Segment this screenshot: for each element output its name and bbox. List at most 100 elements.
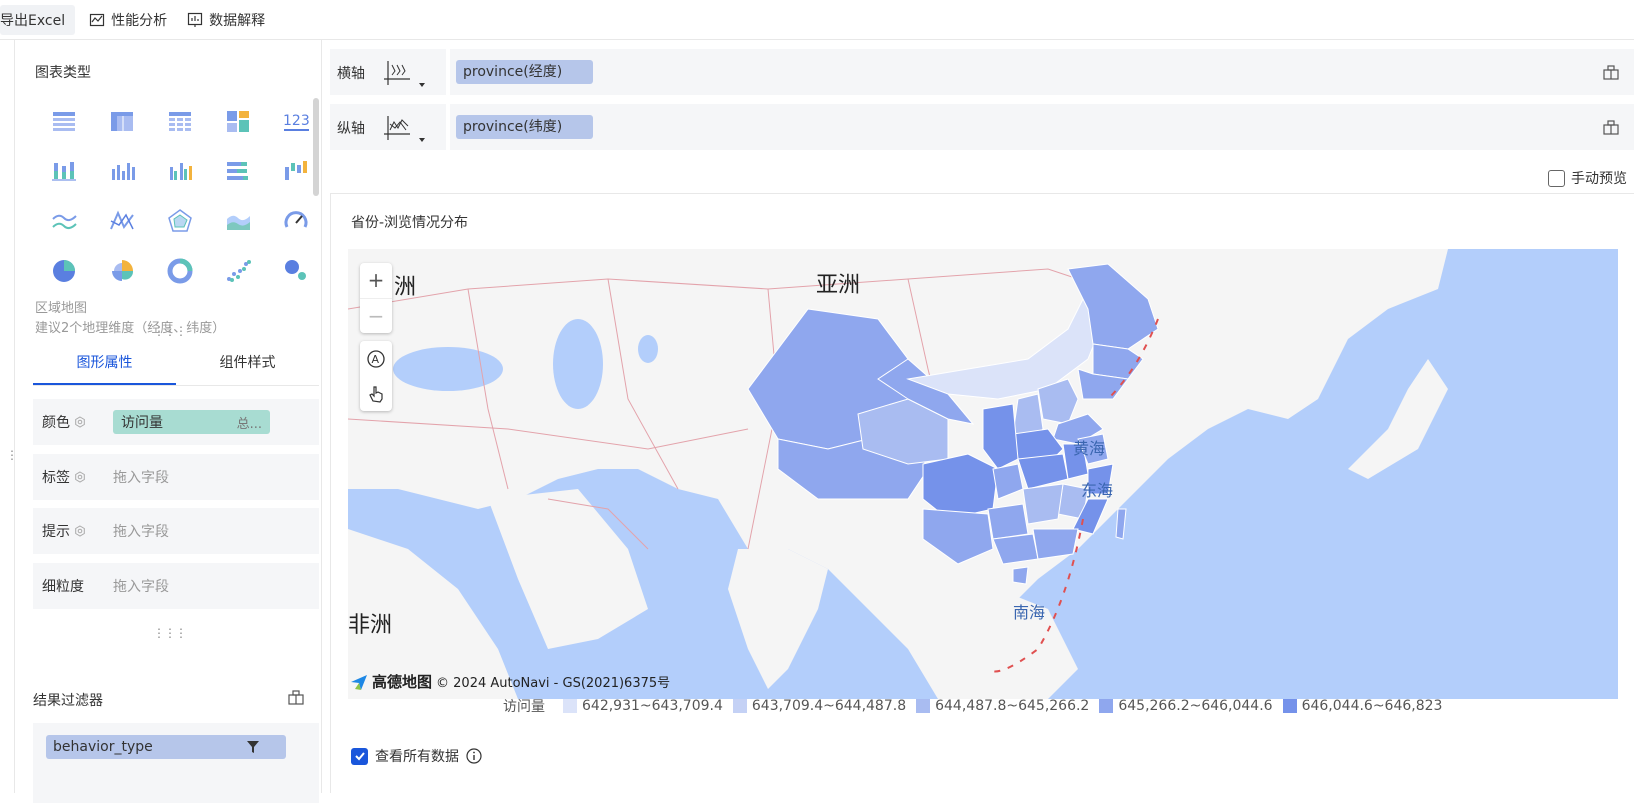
lasso-select-button[interactable]: A bbox=[360, 341, 392, 376]
amap-brand: 高德地图 bbox=[372, 673, 433, 691]
crosstab-icon bbox=[111, 112, 133, 131]
tooltip-prop-label: 提示 bbox=[42, 524, 70, 540]
granularity-prop-label: 细粒度 bbox=[42, 579, 84, 595]
province-jiangsu bbox=[1077, 433, 1109, 465]
map-tool-control: A bbox=[360, 341, 392, 411]
chart-type-crosstab[interactable] bbox=[93, 96, 151, 146]
chart-type-column-multi[interactable] bbox=[151, 146, 209, 196]
info-icon[interactable] bbox=[466, 748, 482, 764]
chart-title: 省份-浏览情况分布 bbox=[351, 215, 469, 231]
legend-label: 643,709.4~644,487.8 bbox=[751, 698, 907, 714]
region-map[interactable]: 亚洲 洲 非洲 黄海 东海 南海 + − A 高德地图 © 2024 AutoN… bbox=[348, 249, 1618, 699]
tab-component-style[interactable]: 组件样式 bbox=[219, 355, 276, 371]
chart-type-horizontal-bar[interactable] bbox=[209, 146, 267, 196]
performance-analysis-button[interactable]: 性能分析 bbox=[79, 5, 177, 35]
x-axis-label: 横轴 bbox=[337, 66, 365, 82]
waterfall-icon bbox=[285, 161, 307, 180]
amap-copyright: © 2024 AutoNavi - GS(2021)6375号 bbox=[436, 676, 671, 691]
y-axis-field-pill[interactable]: province(纬度) bbox=[456, 115, 593, 139]
granularity-drop-zone[interactable]: 拖入字段 bbox=[113, 579, 169, 595]
chart-type-donut[interactable] bbox=[151, 246, 209, 296]
scatter-icon bbox=[227, 260, 251, 282]
tab-graphic-props[interactable]: 图形属性 bbox=[33, 340, 176, 385]
province-hebei bbox=[1037, 378, 1079, 425]
axis-settings-icon[interactable] bbox=[1602, 118, 1620, 136]
legend-item-3[interactable]: 644,487.8~645,266.2 bbox=[916, 698, 1089, 714]
chart-type-grid: 123 bbox=[35, 96, 310, 296]
province-guangdong bbox=[1032, 528, 1079, 560]
kpi-number-icon: 123 bbox=[283, 113, 310, 131]
legend-item-2[interactable]: 643,709.4~644,487.8 bbox=[732, 698, 907, 714]
chart-type-table[interactable] bbox=[35, 96, 93, 146]
filter-field-zone[interactable]: behavior_type bbox=[33, 723, 319, 803]
chart-type-scatter[interactable] bbox=[209, 246, 267, 296]
label-drop-zone[interactable]: 拖入字段 bbox=[113, 470, 169, 486]
chart-type-treemap[interactable] bbox=[209, 96, 267, 146]
manual-preview-checkbox[interactable] bbox=[1548, 169, 1565, 187]
y-axis-type-dropdown[interactable] bbox=[382, 112, 426, 144]
panel-resize-handle[interactable]: ⋮⋮ bbox=[0, 40, 30, 793]
land-africa bbox=[348, 529, 518, 699]
manual-preview-label: 手动预览 bbox=[1571, 171, 1627, 187]
performance-icon bbox=[89, 13, 105, 26]
x-axis-type-dropdown[interactable] bbox=[382, 57, 426, 89]
section-resize-handle-top[interactable]: ⋮⋮⋮ bbox=[153, 324, 187, 338]
chart-type-name: 区域地图 bbox=[35, 301, 88, 316]
color-field-pill[interactable]: 访问量 总... bbox=[113, 410, 270, 434]
view-all-data-checkbox[interactable] bbox=[351, 747, 368, 765]
chart-type-area[interactable] bbox=[209, 196, 267, 246]
legend-item-1[interactable]: 642,931~643,709.4 bbox=[563, 698, 723, 714]
chart-type-kpi[interactable]: 123 bbox=[267, 96, 325, 146]
y-axis-row: 纵轴 province(纬度) bbox=[330, 104, 1634, 150]
data-explain-button[interactable]: 数据解释 bbox=[177, 5, 275, 35]
chart-type-bubble[interactable] bbox=[267, 246, 325, 296]
chart-type-gauge[interactable] bbox=[267, 196, 325, 246]
filter-settings-icon[interactable] bbox=[287, 688, 305, 706]
label-prop-label: 标签 bbox=[42, 470, 70, 486]
funnel-icon[interactable] bbox=[246, 740, 260, 754]
gear-icon[interactable] bbox=[74, 471, 86, 483]
axis-settings-icon[interactable] bbox=[1602, 63, 1620, 81]
manual-preview-toggle[interactable]: 手动预览 bbox=[1548, 168, 1627, 188]
land-sea-asia bbox=[938, 589, 1078, 699]
chart-type-waterfall[interactable] bbox=[267, 146, 325, 196]
radar-icon bbox=[168, 209, 192, 232]
view-all-data-toggle[interactable]: 查看所有数据 bbox=[351, 746, 482, 766]
chart-type-combo[interactable] bbox=[93, 196, 151, 246]
black-sea bbox=[393, 347, 503, 391]
performance-analysis-label: 性能分析 bbox=[111, 12, 168, 29]
zoom-in-button[interactable]: + bbox=[367, 268, 385, 292]
legend-item-4[interactable]: 645,266.2~646,044.6 bbox=[1099, 698, 1273, 714]
section-resize-handle-bottom[interactable]: ⋮⋮⋮ bbox=[153, 626, 187, 640]
top-toolbar: 导出Excel 性能分析 数据解释 bbox=[0, 0, 1634, 40]
province-guizhou bbox=[987, 503, 1029, 540]
filter-field-pill[interactable]: behavior_type bbox=[46, 735, 286, 759]
chart-type-line[interactable] bbox=[35, 196, 93, 246]
gear-icon[interactable] bbox=[74, 525, 86, 537]
chart-type-pie[interactable] bbox=[35, 246, 93, 296]
gear-icon[interactable] bbox=[74, 416, 86, 428]
result-filter-title: 结果过滤器 bbox=[33, 693, 103, 709]
tooltip-drop-zone[interactable]: 拖入字段 bbox=[113, 524, 169, 540]
chart-type-stacked-bar[interactable] bbox=[35, 146, 93, 196]
zoom-control: + − bbox=[360, 263, 392, 333]
column-icon bbox=[112, 163, 135, 180]
checkmark-icon bbox=[354, 752, 365, 761]
axis-separator bbox=[446, 104, 450, 150]
legend-item-5[interactable]: 646,044.6~646,823 bbox=[1282, 698, 1442, 714]
export-excel-button[interactable]: 导出Excel bbox=[0, 4, 76, 35]
stacked-bar-icon bbox=[52, 162, 76, 181]
pan-button[interactable] bbox=[360, 376, 392, 411]
sea-label-yellow-sea: 黄海 bbox=[1073, 439, 1106, 458]
x-axis-field-pill[interactable]: province(经度) bbox=[456, 60, 593, 84]
chart-types-scrollbar[interactable] bbox=[313, 98, 319, 196]
chart-type-column[interactable] bbox=[93, 146, 151, 196]
bar-horizontal-icon bbox=[227, 162, 248, 180]
caspian-sea bbox=[553, 319, 603, 409]
y-axis-label: 纵轴 bbox=[337, 121, 365, 137]
chart-type-rose[interactable] bbox=[93, 246, 151, 296]
color-prop-row: 颜色 访问量 总... bbox=[33, 399, 319, 445]
chart-type-detail-table[interactable] bbox=[151, 96, 209, 146]
chart-type-radar[interactable] bbox=[151, 196, 209, 246]
zoom-out-button[interactable]: − bbox=[360, 298, 392, 333]
